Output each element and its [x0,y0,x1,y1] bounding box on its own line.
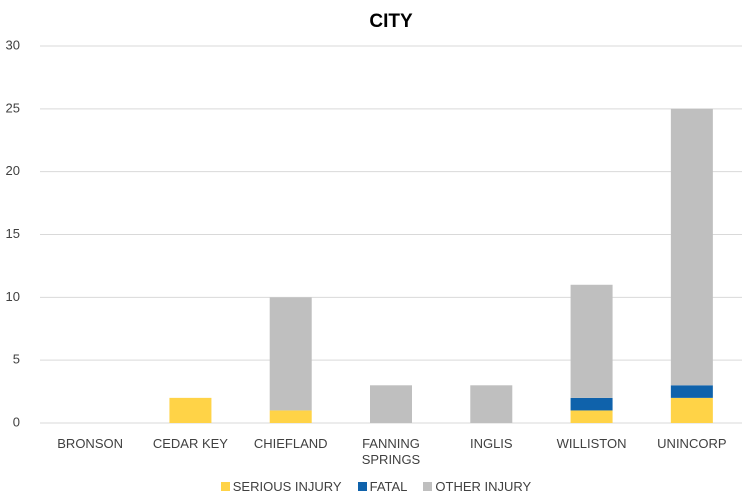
bar-segment [670,108,713,386]
bar-segment [570,410,613,423]
y-tick-label: 10 [6,289,20,304]
y-tick-label: 15 [6,226,20,241]
x-tick-label: FANNING SPRINGS [361,436,421,467]
x-tick-label: UNINCORP [657,436,727,451]
bar-segment [370,385,412,423]
legend: SERIOUS INJURY FATAL OTHER INJURY [0,479,752,494]
x-tick-label: WILLISTON [556,436,627,451]
bar-segment [670,397,713,423]
bar-segment [670,385,713,398]
legend-item: SERIOUS INJURY [220,479,342,494]
bar-segment [470,385,513,423]
legend-item: OTHER INJURY [423,479,531,494]
legend-swatch [357,482,367,491]
bar-segment [269,410,312,423]
bar-segment [570,284,613,398]
y-tick-label: 5 [13,352,20,367]
x-tick-label: CEDAR KEY [152,436,228,451]
legend-label: OTHER INJURY [435,479,532,494]
bar-segment [570,397,613,411]
y-tick-label: 0 [13,414,20,429]
legend-item: FATAL [357,479,408,494]
x-tick-label: INGLIS [469,436,513,451]
bar-segment [269,297,312,411]
bar-segment [169,397,212,423]
y-tick-label: 30 [6,37,20,52]
legend-swatch [423,482,433,491]
x-tick-label: CHIEFLAND [253,436,328,451]
legend-label: FATAL [369,479,408,494]
legend-swatch [220,482,230,491]
legend-label: SERIOUS INJURY [232,479,342,494]
y-tick-label: 20 [6,163,20,178]
x-tick-label: BRONSON [57,436,123,451]
y-tick-label: 25 [6,100,20,115]
chart-title: CITY [369,11,413,32]
